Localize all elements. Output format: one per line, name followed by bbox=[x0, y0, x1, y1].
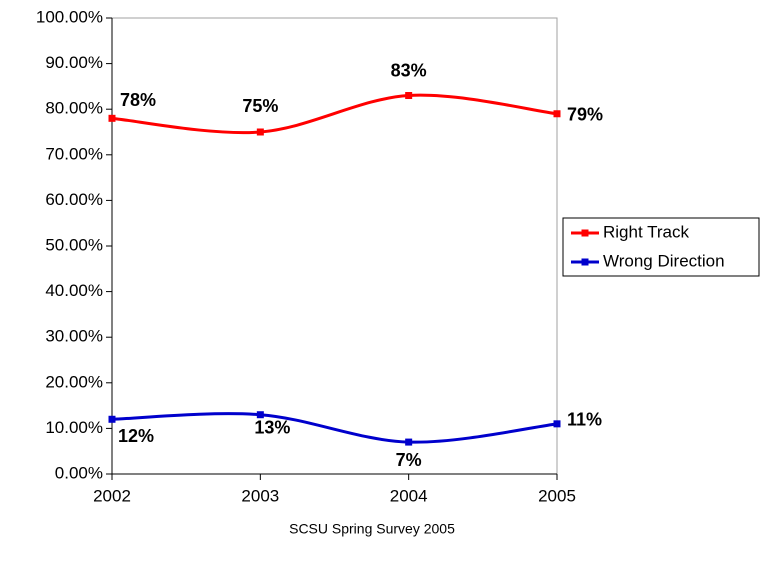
data-label: 78% bbox=[120, 90, 156, 110]
y-tick-label: 100.00% bbox=[36, 7, 103, 26]
marker bbox=[553, 420, 561, 428]
legend-label: Wrong Direction bbox=[603, 251, 725, 270]
legend-marker bbox=[581, 258, 589, 266]
x-tick-label: 2005 bbox=[538, 486, 576, 505]
y-tick-label: 60.00% bbox=[45, 190, 103, 209]
marker bbox=[108, 415, 116, 423]
y-tick-label: 40.00% bbox=[45, 281, 103, 300]
plot-frame bbox=[111, 17, 558, 475]
series-line bbox=[111, 93, 558, 135]
legend-label: Right Track bbox=[603, 222, 689, 241]
data-label: 79% bbox=[567, 105, 603, 125]
data-label: 75% bbox=[242, 96, 278, 116]
marker bbox=[256, 128, 264, 136]
data-label: 11% bbox=[567, 410, 602, 430]
y-tick-label: 50.00% bbox=[45, 235, 103, 254]
y-tick-label: 10.00% bbox=[45, 418, 103, 437]
data-label: 13% bbox=[254, 417, 290, 437]
marker bbox=[553, 110, 561, 118]
x-tick-label: 2002 bbox=[93, 486, 131, 505]
y-tick-label: 0.00% bbox=[55, 463, 103, 482]
y-tick-label: 90.00% bbox=[45, 53, 103, 72]
marker bbox=[256, 411, 264, 419]
marker bbox=[108, 114, 116, 122]
legend-marker bbox=[581, 229, 589, 237]
x-axis-label: SCSU Spring Survey 2005 bbox=[289, 521, 455, 537]
x-tick-label: 2004 bbox=[390, 486, 428, 505]
legend-box bbox=[562, 217, 760, 277]
y-tick-label: 20.00% bbox=[45, 372, 103, 391]
marker bbox=[405, 438, 413, 446]
y-tick-label: 70.00% bbox=[45, 144, 103, 163]
x-tick-label: 2003 bbox=[241, 486, 279, 505]
series-line bbox=[111, 412, 558, 444]
data-label: 12% bbox=[118, 426, 154, 446]
y-tick-label: 80.00% bbox=[45, 99, 103, 118]
data-label: 83% bbox=[391, 60, 427, 80]
y-tick-label: 30.00% bbox=[45, 327, 103, 346]
data-label: 7% bbox=[396, 450, 422, 470]
marker bbox=[405, 92, 413, 100]
